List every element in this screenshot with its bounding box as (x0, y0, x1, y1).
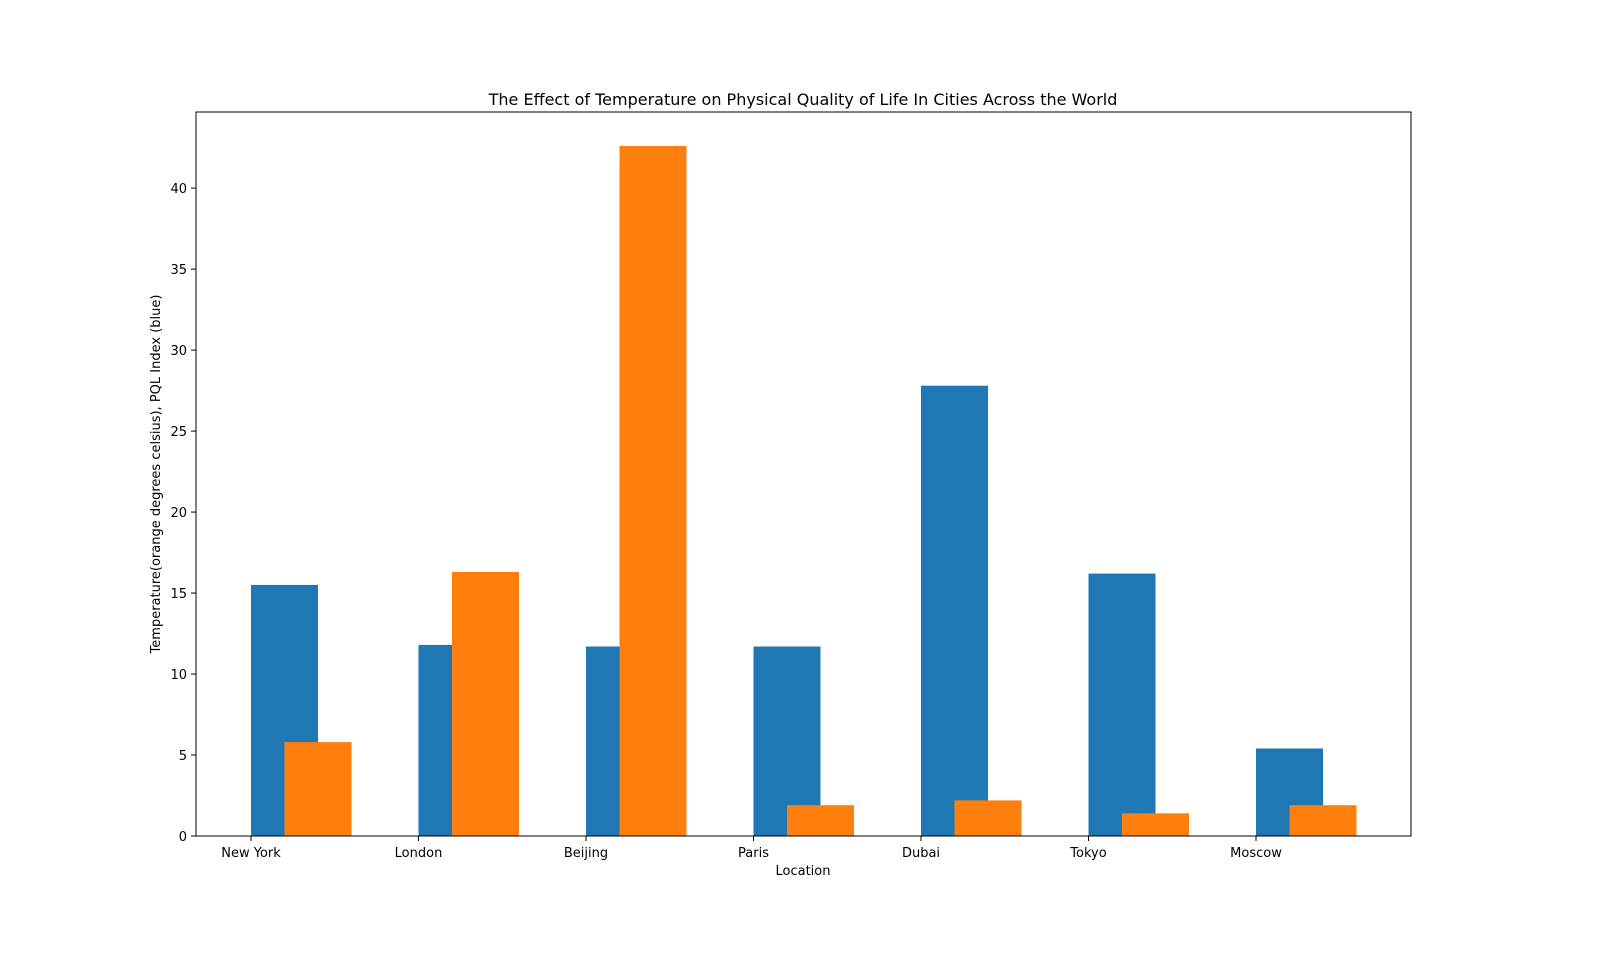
y-tick-label: 25 (170, 425, 187, 440)
y-tick-label: 10 (170, 668, 187, 683)
x-tick-label-london: London (395, 846, 443, 861)
bar-series2-dubai (954, 800, 1022, 836)
bar-series2-tokyo (1122, 813, 1189, 836)
bar-series1-paris (753, 646, 821, 836)
y-tick-label: 5 (179, 749, 187, 764)
x-axis-ticks: New York London Beijing Paris Dubai Tokyo Mosc… (221, 836, 1282, 861)
bar-series2-london (452, 572, 519, 836)
y-axis-label: Temperature(orange degrees celsius), PQL… (149, 295, 164, 655)
bar-series2-new-york (284, 742, 352, 836)
bar-series2-moscow (1289, 805, 1357, 836)
bar-series2-beijing (619, 146, 687, 836)
y-tick-label: 20 (170, 506, 187, 521)
x-tick-label-paris: Paris (738, 846, 769, 861)
x-tick-label-moscow: Moscow (1230, 846, 1282, 861)
bar-series2-paris (787, 805, 854, 836)
x-tick-label-beijing: Beijing (564, 846, 608, 861)
plot-frame (195, 111, 1412, 837)
x-axis-label: Location (776, 864, 831, 879)
x-tick-label-new-york: New York (221, 846, 281, 861)
y-tick-label: 30 (170, 344, 187, 359)
chart-title: The Effect of Temperature on Physical Qu… (488, 90, 1118, 109)
bars-layer (251, 146, 1357, 836)
y-tick-label: 40 (170, 182, 187, 197)
bar-series1-tokyo (1088, 573, 1156, 836)
bar-series1-dubai (921, 385, 988, 836)
y-axis-ticks: 0 5 10 15 20 25 30 35 40 (170, 182, 196, 845)
x-tick-label-tokyo: Tokyo (1069, 846, 1106, 861)
x-tick-label-dubai: Dubai (902, 846, 940, 861)
y-tick-label: 15 (170, 587, 187, 602)
y-tick-label: 35 (170, 263, 187, 278)
y-tick-label: 0 (179, 830, 187, 845)
